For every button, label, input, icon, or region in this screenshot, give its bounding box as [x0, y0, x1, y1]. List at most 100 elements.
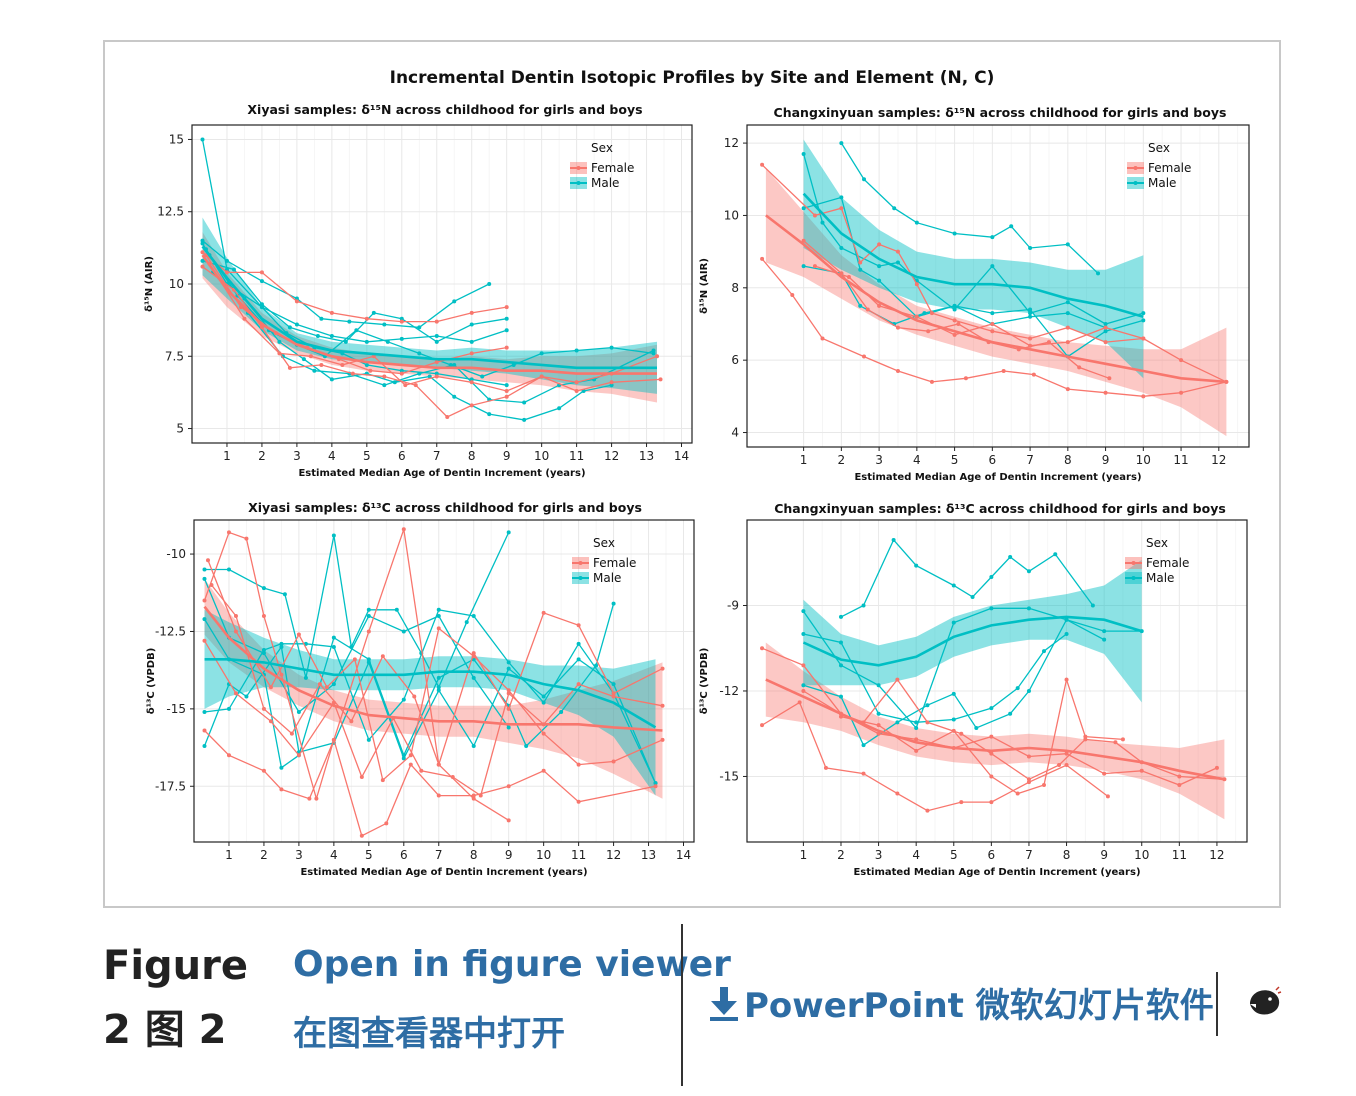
- x-tick-label: 10: [1136, 453, 1151, 467]
- caption-bar: Figure 2 图 2 Open in figure viewer 在图查看器…: [103, 920, 1283, 1090]
- profile-point: [380, 778, 385, 783]
- profile-point: [1064, 617, 1069, 622]
- profile-point: [660, 703, 665, 708]
- plot-border: [193, 519, 695, 843]
- profile-point: [760, 162, 765, 167]
- profile-point: [541, 700, 546, 705]
- profile-point: [914, 314, 919, 319]
- profile-point: [366, 737, 371, 742]
- profile-point: [504, 316, 509, 321]
- profile-point: [317, 682, 322, 687]
- profile-point: [1046, 340, 1051, 345]
- profile-point: [202, 617, 207, 622]
- profile-point: [244, 694, 249, 699]
- share-bird-icon[interactable]: [1246, 986, 1282, 1020]
- profile-point: [914, 220, 919, 225]
- profile-point: [892, 206, 897, 211]
- profile-point: [401, 527, 406, 532]
- profile-point: [233, 691, 238, 696]
- profile-point: [1065, 311, 1070, 316]
- open-figure-viewer-link[interactable]: Open in figure viewer 在图查看器中打开: [293, 934, 731, 1072]
- legend-title: Sex: [591, 141, 613, 155]
- profile-point: [233, 613, 238, 618]
- y-tick-label: -9: [727, 598, 739, 612]
- profile-point: [434, 360, 439, 365]
- profile-point: [801, 688, 806, 693]
- profile-point: [1008, 711, 1013, 716]
- profile-point: [574, 348, 579, 353]
- profile-point: [963, 376, 968, 381]
- x-axis-label: Estimated Median Age of Dentin Increment…: [298, 468, 585, 479]
- profile-point: [384, 821, 389, 826]
- profile-point: [989, 800, 994, 805]
- profile-point: [812, 213, 817, 218]
- profile-point: [891, 537, 896, 542]
- profile-point: [970, 594, 975, 599]
- x-tick-label: 3: [875, 848, 883, 862]
- profile-point: [1096, 271, 1101, 276]
- profile-point: [209, 583, 214, 588]
- x-tick-label: 7: [1025, 848, 1033, 862]
- profile-point: [340, 362, 345, 367]
- profile-point: [506, 666, 511, 671]
- profile-point: [760, 256, 765, 261]
- profile-point: [504, 305, 509, 310]
- profile-point: [224, 258, 229, 263]
- x-tick-label: 10: [534, 449, 549, 463]
- profile-point: [202, 598, 207, 603]
- x-tick-label: 7: [433, 449, 441, 463]
- profile-point: [861, 743, 866, 748]
- profile-point: [1028, 246, 1033, 251]
- profile-point: [541, 768, 546, 773]
- y-tick-label: 10: [169, 277, 184, 291]
- profile-point: [329, 310, 334, 315]
- legend-title: Sex: [1148, 141, 1170, 155]
- profile-point: [200, 238, 205, 243]
- profile-point: [1065, 340, 1070, 345]
- profile-point: [1177, 783, 1182, 788]
- profile-point: [480, 374, 485, 379]
- profile-point: [1008, 555, 1013, 560]
- profile-line-male: [203, 578, 510, 728]
- x-tick-label: 12: [606, 848, 621, 862]
- y-tick-label: -17.5: [155, 779, 186, 793]
- profile-point: [303, 675, 308, 680]
- profile-point: [259, 270, 264, 275]
- profile-point: [1015, 791, 1020, 796]
- profile-point: [364, 362, 369, 367]
- profile-line-female: [761, 258, 1227, 397]
- profile-point: [895, 791, 900, 796]
- profile-point: [846, 274, 851, 279]
- profile-point: [956, 321, 961, 326]
- legend-label-male: Male: [591, 176, 619, 190]
- x-tick-label: 5: [363, 449, 371, 463]
- profile-point: [865, 307, 870, 312]
- powerpoint-download-link[interactable]: PowerPoint 微软幻灯片软件: [708, 978, 1214, 1027]
- x-tick-label: 4: [328, 449, 336, 463]
- profile-point: [1028, 343, 1033, 348]
- legend-point-female: [576, 166, 581, 170]
- profile-point: [279, 787, 284, 792]
- confidence-band-female: [204, 578, 663, 799]
- profile-point: [1064, 751, 1069, 756]
- profile-point: [914, 720, 919, 725]
- profile-point: [319, 362, 324, 367]
- profile-point: [858, 303, 863, 308]
- open-figure-viewer-label: Open in figure viewer: [293, 944, 731, 985]
- profile-point: [359, 774, 364, 779]
- panel-title-xiyasi-c: Xiyasi samples: δ¹³C across childhood fo…: [248, 500, 642, 515]
- profile-point: [658, 377, 663, 382]
- profile-point: [399, 316, 404, 321]
- profile-point: [611, 691, 616, 696]
- x-tick-label: 7: [1026, 453, 1034, 467]
- profile-point: [469, 339, 474, 344]
- profile-point: [436, 607, 441, 612]
- profile-point: [469, 403, 474, 408]
- y-tick-label: 8: [731, 281, 739, 295]
- x-tick-label: 12: [1211, 453, 1226, 467]
- profile-point: [226, 567, 231, 572]
- profile-point: [366, 629, 371, 634]
- y-tick-label: 12.5: [157, 205, 184, 219]
- profile-point: [259, 302, 264, 307]
